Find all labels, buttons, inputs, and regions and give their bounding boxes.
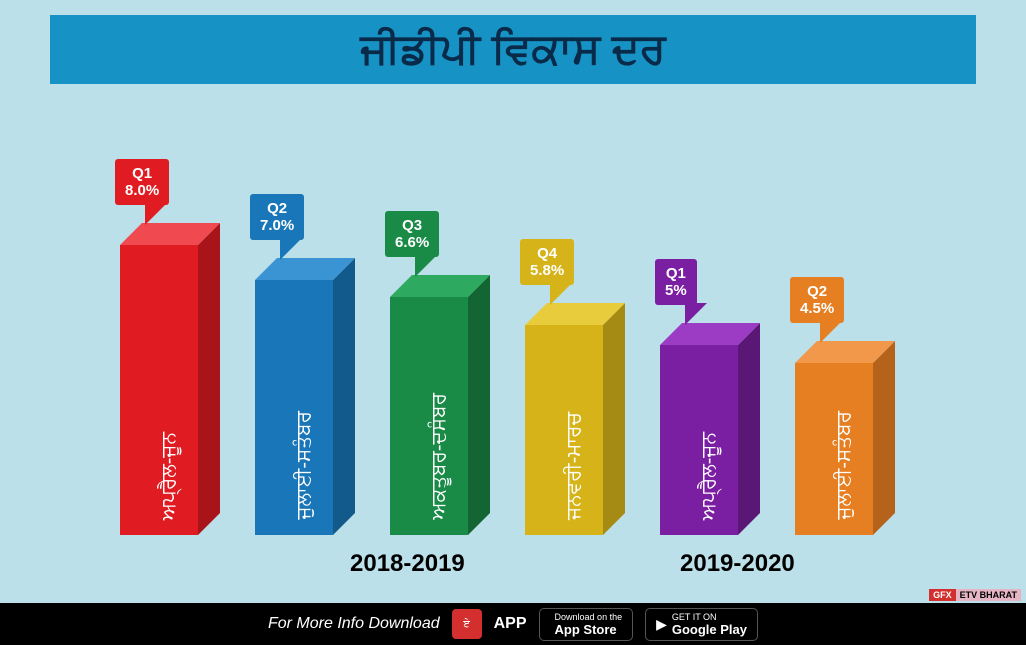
bar-value-label: Q27.0% [250, 194, 304, 240]
bar-period-label: ਅਪ੍ਰੈਲ-ਜੂਨ [698, 432, 721, 520]
header-bar: ਜੀਡੀਪੀ ਵਿਕਾਸ ਦਰ [50, 15, 976, 84]
playstore-big: Google Play [672, 622, 747, 637]
bar-2: ਅਕਤੂਬਰ-ਦਸੰਬਰQ36.6% [390, 275, 490, 535]
bar-side [738, 323, 760, 535]
label-tail-icon [820, 321, 842, 343]
bar-period-label: ਜੁਲਾਈ-ਸਤੰਬਰ [293, 411, 316, 520]
app-label: APP [494, 615, 527, 633]
bar-3: ਜਨਵਰੀ-ਮਾਰਚQ45.8% [525, 303, 625, 535]
label-tail-icon [415, 255, 437, 277]
bar-period-label: ਅਕਤੂਬਰ-ਦਸੰਬਰ [428, 393, 451, 520]
bar-side [873, 341, 895, 535]
footer-bar: For More Info Download ਏ APP Download on… [0, 603, 1026, 645]
bar-period-label: ਅਪ੍ਰੈਲ-ਜੂਨ [158, 432, 181, 520]
appstore-small: Download on the [555, 612, 623, 622]
gfx-right: ETV BHARAT [956, 589, 1021, 601]
bar-1: ਜੁਲਾਈ-ਸਤੰਬਰQ27.0% [255, 258, 355, 535]
chart-container: ਅਪ੍ਰੈਲ-ਜੂਨQ18.0%ਜੁਲਾਈ-ਸਤੰਬਰQ27.0%ਅਕਤੂਬਰ-… [120, 135, 920, 535]
bar-value-label: Q36.6% [385, 211, 439, 257]
year-label: 2019-2020 [680, 550, 795, 578]
bar-side [333, 258, 355, 535]
bar-value-label: Q15% [655, 259, 697, 305]
bar-side [198, 223, 220, 535]
bar-side [468, 275, 490, 535]
gfx-left: GFX [929, 589, 956, 601]
bar-period-label: ਜੁਲਾਈ-ਸਤੰਬਰ [833, 411, 856, 520]
playstore-button[interactable]: ▶ GET IT ON Google Play [645, 608, 758, 641]
label-tail-icon [550, 283, 572, 305]
app-logo-icon: ਏ [452, 609, 482, 639]
bar-side [603, 303, 625, 535]
gfx-badge: GFX ETV BHARAT [929, 589, 1021, 601]
appstore-button[interactable]: Download on the App Store [539, 608, 634, 641]
label-tail-icon [685, 303, 707, 325]
playstore-small: GET IT ON [672, 612, 747, 622]
footer-text: For More Info Download [268, 615, 440, 633]
bar-value-label: Q45.8% [520, 239, 574, 285]
year-label: 2018-2019 [350, 550, 465, 578]
label-tail-icon [280, 238, 302, 260]
bar-5: ਜੁਲਾਈ-ਸਤੰਬਰQ24.5% [795, 341, 895, 535]
bar-0: ਅਪ੍ਰੈਲ-ਜੂਨQ18.0% [120, 223, 220, 535]
page-title: ਜੀਡੀਪੀ ਵਿਕਾਸ ਦਰ [50, 25, 976, 74]
bar-value-label: Q18.0% [115, 159, 169, 205]
bar-4: ਅਪ੍ਰੈਲ-ਜੂਨQ15% [660, 323, 760, 535]
label-tail-icon [145, 203, 167, 225]
appstore-big: App Store [555, 622, 623, 637]
bar-value-label: Q24.5% [790, 277, 844, 323]
bar-period-label: ਜਨਵਰੀ-ਮਾਰਚ [563, 412, 586, 520]
